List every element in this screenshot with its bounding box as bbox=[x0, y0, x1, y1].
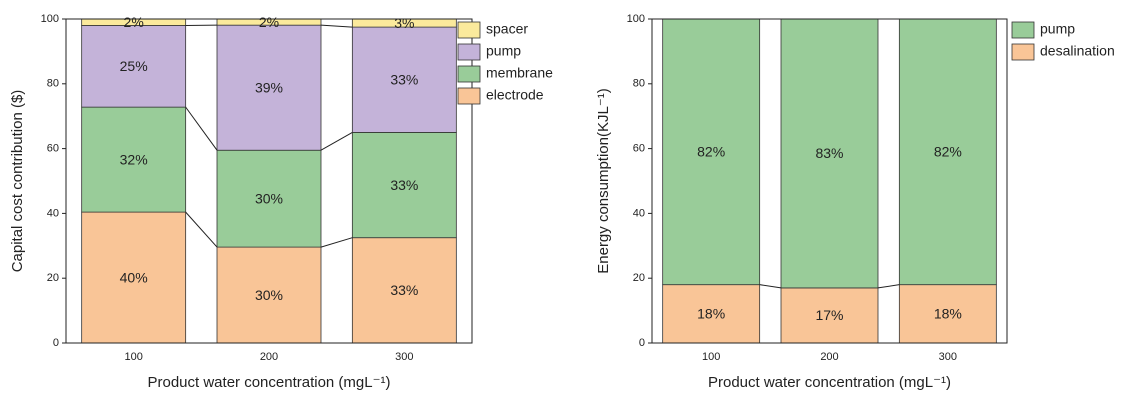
value-label: 30% bbox=[255, 287, 283, 303]
legend-swatch bbox=[1011, 43, 1035, 61]
x-tick-label: 300 bbox=[395, 351, 413, 363]
value-label: 33% bbox=[390, 71, 418, 87]
connector-line bbox=[320, 237, 353, 248]
y-tick-label: 60 bbox=[47, 143, 59, 155]
y-tick-label: 0 bbox=[53, 337, 59, 349]
value-label: 33% bbox=[390, 177, 418, 193]
value-label: 18% bbox=[934, 306, 962, 322]
y-tick-label: 100 bbox=[627, 13, 645, 25]
connector-line bbox=[185, 211, 218, 248]
legend-label: pump bbox=[1040, 21, 1075, 37]
bar-segment bbox=[81, 106, 187, 213]
value-label: 3% bbox=[394, 15, 414, 31]
legend-swatch bbox=[457, 87, 481, 105]
value-label: 39% bbox=[255, 79, 283, 95]
x-tick-label: 100 bbox=[702, 351, 720, 363]
y-axis-label: Energy consumption(KJL⁻¹) bbox=[595, 88, 612, 274]
value-label: 2% bbox=[124, 14, 144, 30]
y-tick-label: 80 bbox=[47, 78, 59, 90]
value-label: 30% bbox=[255, 190, 283, 206]
connector-line bbox=[759, 284, 782, 289]
legend-swatch bbox=[457, 21, 481, 39]
plot-frame bbox=[65, 18, 473, 344]
bar-segment bbox=[81, 211, 187, 344]
connector-line bbox=[320, 24, 353, 28]
value-label: 82% bbox=[934, 144, 962, 160]
bar-segment bbox=[216, 24, 322, 151]
bar-segment bbox=[662, 284, 761, 344]
legend-label: spacer bbox=[486, 21, 528, 37]
legend-label: desalination bbox=[1040, 43, 1115, 59]
y-tick-label: 20 bbox=[47, 272, 59, 284]
bar-segment bbox=[780, 287, 879, 344]
y-tick-label: 100 bbox=[41, 13, 59, 25]
plot-frame bbox=[651, 18, 1008, 344]
y-tick-label: 20 bbox=[633, 272, 645, 284]
x-tick-label: 200 bbox=[260, 351, 278, 363]
value-label: 82% bbox=[697, 144, 725, 160]
x-tick-label: 100 bbox=[124, 351, 142, 363]
x-axis-label: Product water concentration (mgL⁻¹) bbox=[147, 374, 390, 391]
value-label: 40% bbox=[120, 269, 148, 285]
legend-swatch bbox=[1011, 21, 1035, 39]
connector-line bbox=[320, 131, 353, 151]
value-label: 32% bbox=[120, 151, 148, 167]
bar-segment bbox=[351, 131, 457, 239]
y-tick-label: 60 bbox=[633, 143, 645, 155]
x-tick-label: 200 bbox=[820, 351, 838, 363]
legend-label: membrane bbox=[486, 65, 553, 81]
legend-swatch bbox=[457, 43, 481, 61]
y-tick-label: 80 bbox=[633, 78, 645, 90]
connector-line bbox=[185, 106, 218, 151]
value-label: 33% bbox=[390, 282, 418, 298]
bar-segment bbox=[351, 237, 457, 344]
legend-label: electrode bbox=[486, 87, 544, 103]
value-label: 83% bbox=[815, 145, 843, 161]
y-tick-label: 40 bbox=[47, 207, 59, 219]
legend-label: pump bbox=[486, 43, 521, 59]
bar-segment bbox=[351, 26, 457, 133]
bar-segment bbox=[216, 246, 322, 344]
connector-line bbox=[877, 284, 900, 289]
value-label: 25% bbox=[120, 58, 148, 74]
bar-segment bbox=[898, 18, 997, 286]
x-axis-label: Product water concentration (mgL⁻¹) bbox=[708, 374, 951, 391]
y-tick-label: 40 bbox=[633, 207, 645, 219]
y-axis-label: Capital cost contribution ($) bbox=[9, 90, 26, 273]
value-label: 2% bbox=[259, 14, 279, 30]
bar-segment bbox=[662, 18, 761, 286]
x-tick-label: 300 bbox=[939, 351, 957, 363]
y-tick-label: 0 bbox=[639, 337, 645, 349]
legend-swatch bbox=[457, 65, 481, 83]
value-label: 17% bbox=[815, 307, 843, 323]
value-label: 18% bbox=[697, 306, 725, 322]
